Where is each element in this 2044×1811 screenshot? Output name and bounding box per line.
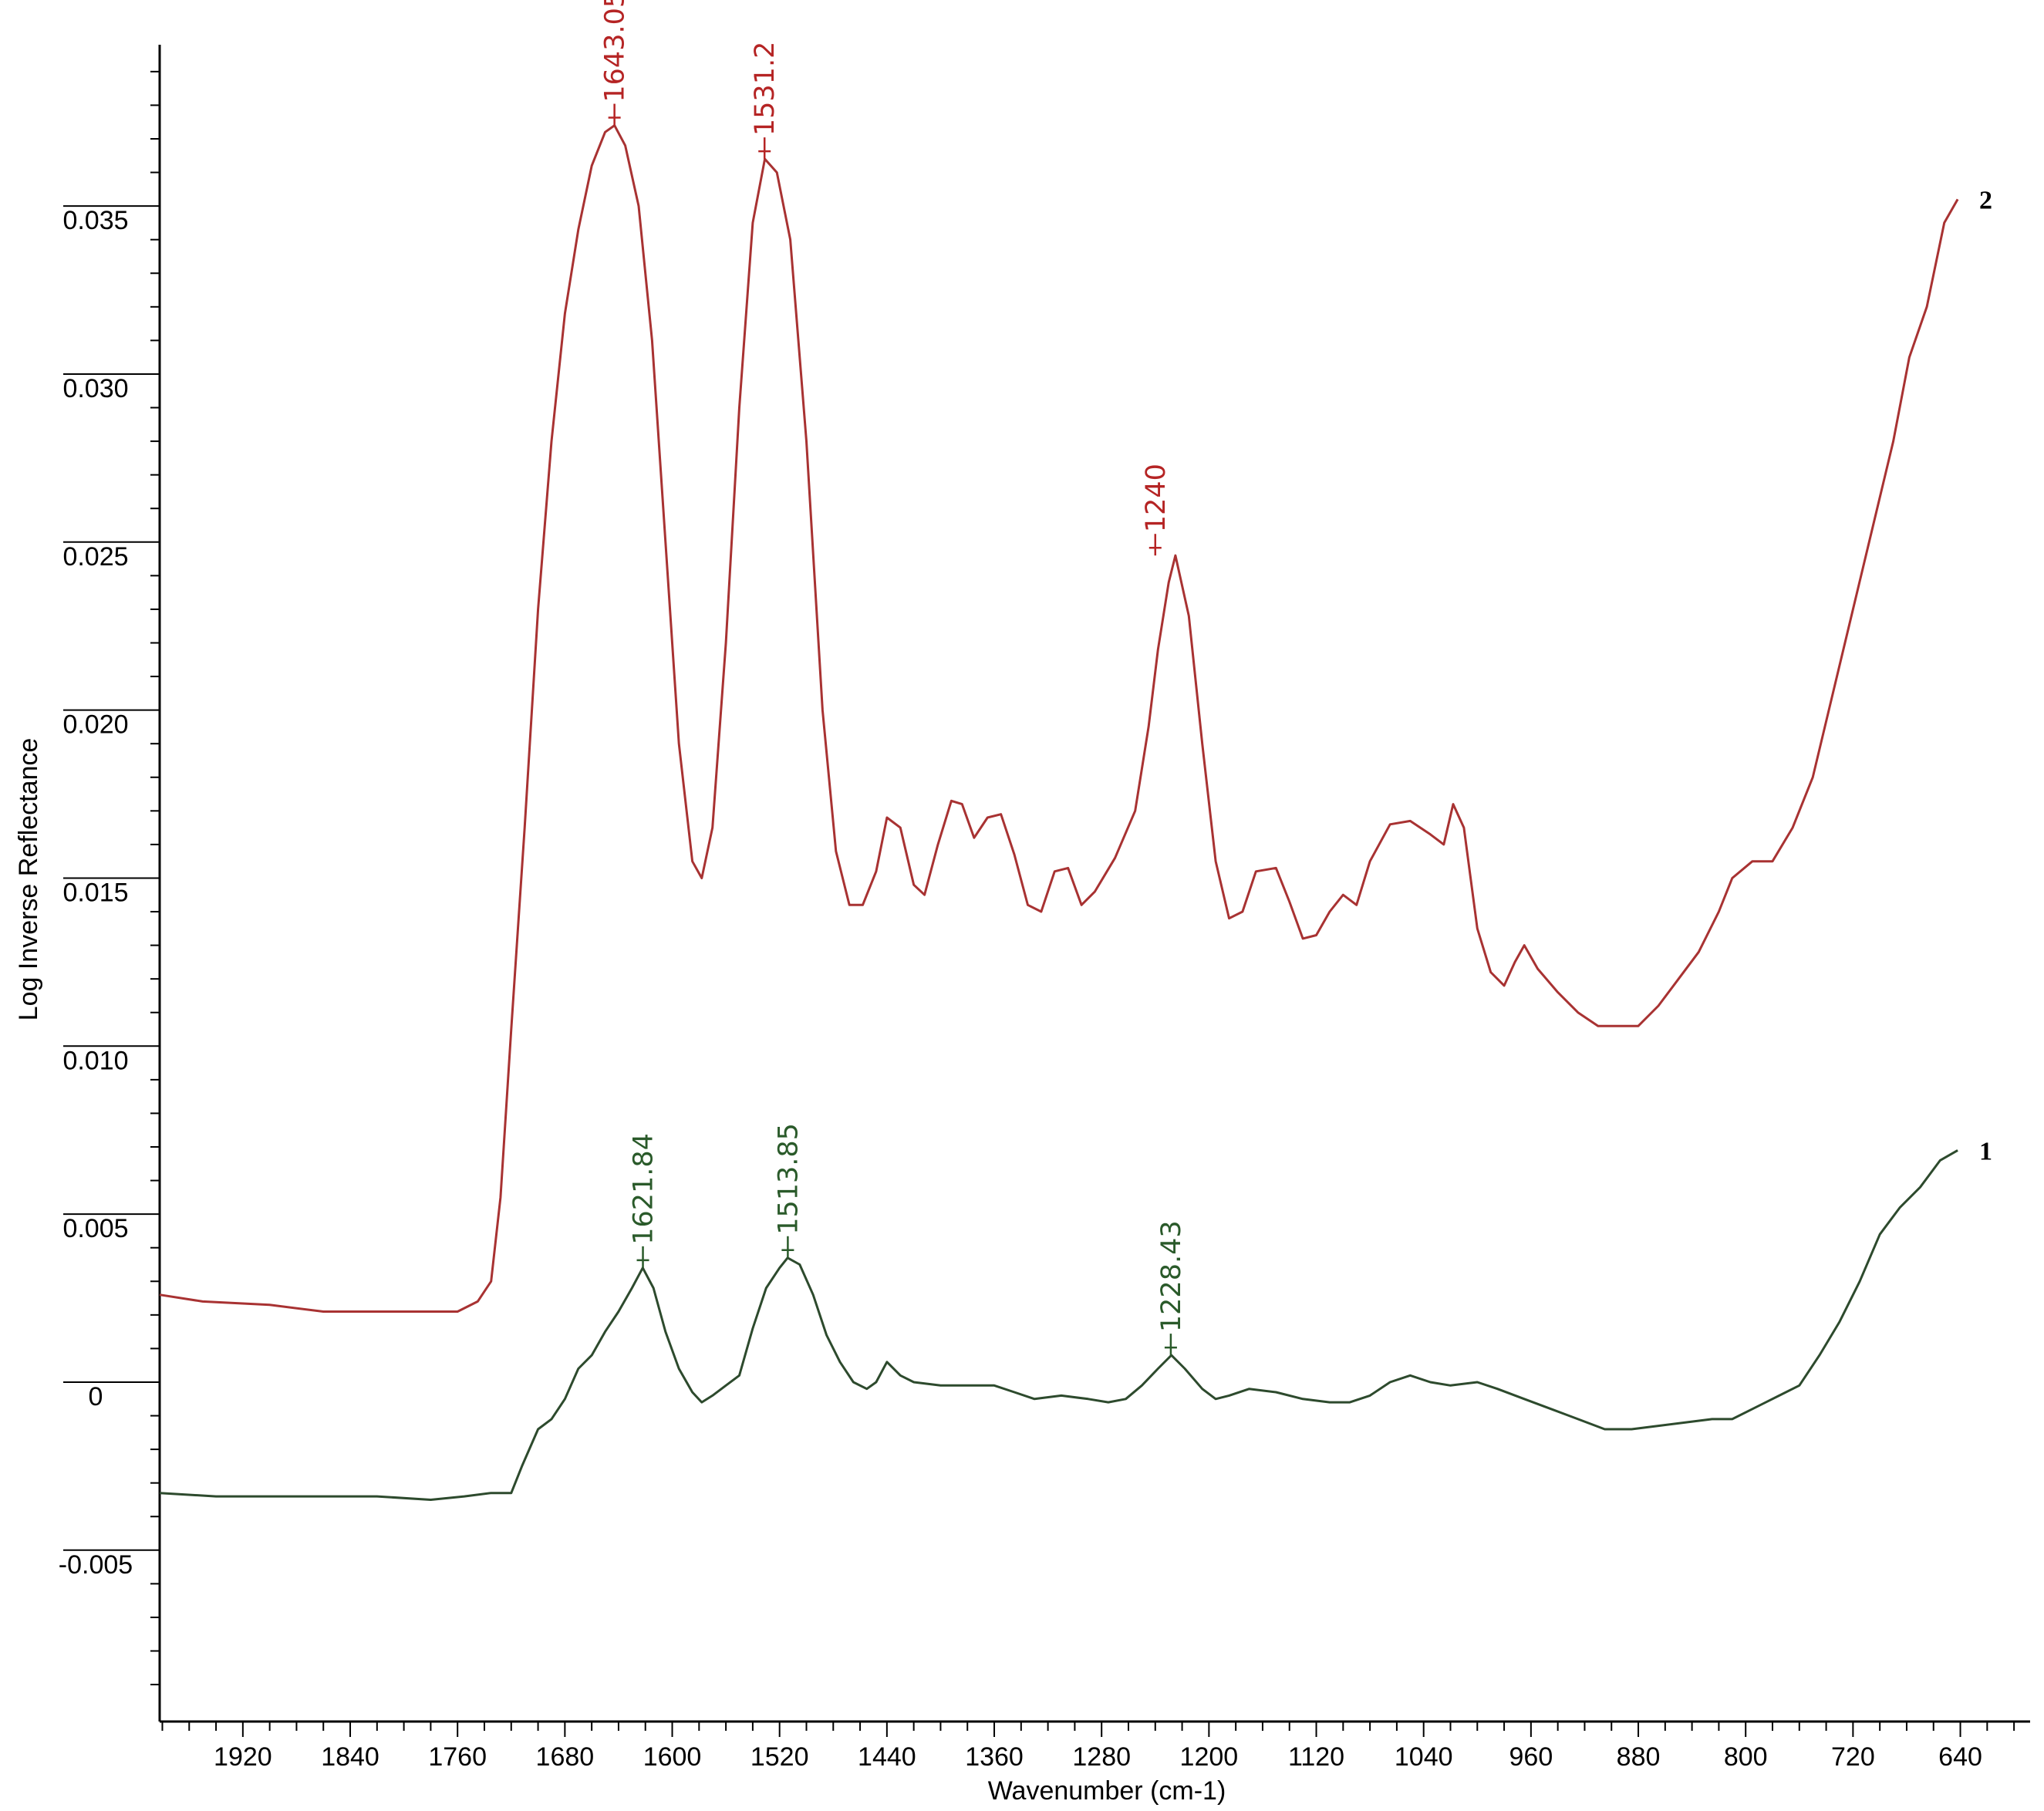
y-tick-label: 0.010 (62, 1046, 128, 1075)
y-tick-label: 0.025 (62, 542, 128, 572)
x-tick-label: 640 (1938, 1742, 1982, 1772)
y-tick-label: -0.005 (59, 1550, 133, 1580)
peak-label: 1643.05 (600, 0, 631, 103)
peak-label: 1531.2 (750, 42, 781, 136)
peak-label: 1621.84 (629, 1133, 659, 1245)
y-tick-label: 0.015 (62, 878, 128, 907)
x-tick-label: 1120 (1288, 1742, 1344, 1772)
x-tick-label: 960 (1509, 1742, 1553, 1772)
y-tick-label: 0.035 (62, 206, 128, 235)
y-tick-label: 0.020 (62, 710, 128, 740)
x-tick-label: 1520 (750, 1742, 809, 1772)
x-tick-label: 1360 (965, 1742, 1024, 1772)
x-tick-label: 1760 (428, 1742, 487, 1772)
x-axis-title: Wavenumber (cm-1) (988, 1776, 1226, 1806)
x-tick-label: 1600 (643, 1742, 702, 1772)
series-2-tag: 2 (1979, 186, 1992, 214)
x-tick-label: 880 (1617, 1742, 1661, 1772)
x-tick-label: 1840 (321, 1742, 379, 1772)
y-axis-title: Log Inverse Reflectance (14, 738, 43, 1021)
x-axis: 1920 1840 1760 1680 1600 1520 1440 1360 1280 1200… (160, 1720, 2030, 1772)
y-axis: -0.005 0 0.005 0.010 0.015 0.020 0.025 0.030 0.0… (59, 45, 161, 1722)
x-tick-label: 720 (1831, 1742, 1875, 1772)
x-tick-label: 1200 (1180, 1742, 1239, 1772)
peak-label: 1240 (1141, 464, 1172, 532)
series-1-tag: 1 (1979, 1137, 1992, 1165)
y-tick-label: 0.030 (62, 374, 128, 403)
y-tick-label: 0.005 (62, 1214, 128, 1243)
x-tick-label: 1280 (1072, 1742, 1131, 1772)
x-tick-label: 1920 (214, 1742, 272, 1772)
series-layer: 12 (159, 124, 1992, 1501)
x-tick-label: 800 (1724, 1742, 1768, 1772)
y-tick-label: 0 (89, 1382, 103, 1411)
series-2-line (159, 124, 1959, 1313)
peak-label: 1513.85 (773, 1123, 804, 1235)
peak-labels: 1643.05 1531.2 1240 1621.84 1513.85 1228.43 (600, 0, 1187, 1356)
peak-label: 1228.43 (1156, 1220, 1187, 1332)
series-1-line (159, 1149, 1958, 1501)
x-tick-label: 1040 (1395, 1742, 1453, 1772)
x-tick-label: 1680 (536, 1742, 595, 1772)
x-tick-label: 1440 (858, 1742, 916, 1772)
